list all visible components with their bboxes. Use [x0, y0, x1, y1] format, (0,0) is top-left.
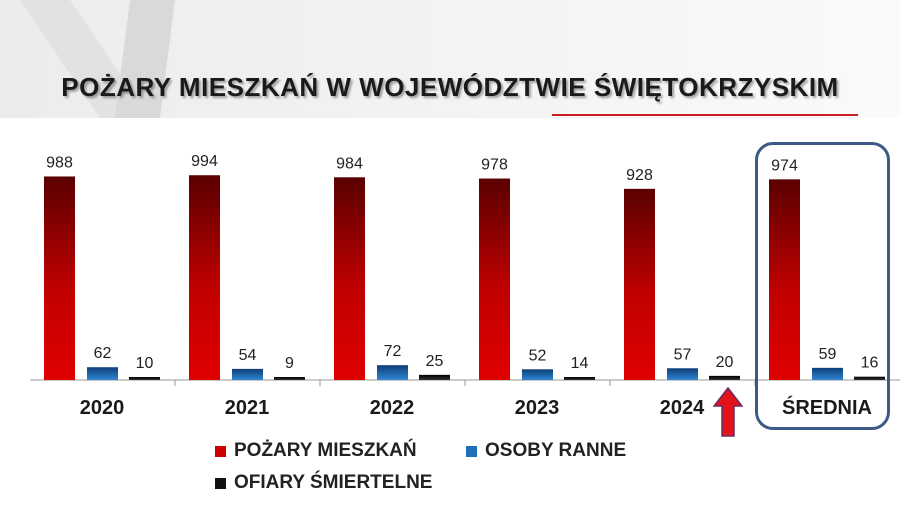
data-label-ranne-1: 54: [239, 347, 257, 364]
bar-ranne-3: [522, 369, 553, 380]
data-label-ofiary-5: 16: [861, 355, 879, 372]
data-label-ranne-0: 62: [94, 345, 112, 362]
bar-pozary-4: [624, 188, 655, 380]
bar-ranne-0: [87, 367, 118, 380]
category-label-5: ŚREDNIA: [782, 395, 872, 419]
legend-swatch-blue: [466, 445, 477, 457]
data-label-pozary-2: 984: [336, 155, 363, 172]
title-underline: [552, 114, 858, 116]
data-label-ofiary-0: 10: [136, 355, 154, 372]
category-label-4: 2024: [660, 397, 705, 419]
bar-ranne-5: [812, 367, 843, 380]
header-band: [0, 0, 900, 118]
bar-pozary-2: [334, 177, 365, 380]
bar-ofiary-4: [709, 375, 740, 380]
data-label-ofiary-1: 9: [285, 355, 294, 372]
category-label-1: 2021: [225, 397, 270, 419]
bar-pozary-3: [479, 178, 510, 380]
data-label-pozary-4: 928: [626, 167, 653, 184]
data-label-pozary-0: 988: [46, 154, 73, 171]
data-label-ranne-5: 59: [819, 346, 837, 363]
legend-label: OSOBY RANNE: [485, 440, 627, 461]
data-label-ofiary-4: 20: [716, 354, 734, 371]
up-arrow-icon: [713, 386, 743, 437]
legend-label: POŻARY MIESZKAŃ: [234, 440, 417, 461]
legend-item-ranne: OSOBY RANNE: [466, 440, 626, 462]
data-label-ranne-4: 57: [674, 346, 692, 363]
data-label-ranne-2: 72: [384, 343, 402, 360]
bar-ranne-1: [232, 368, 263, 380]
average-highlight-box: [755, 142, 890, 430]
data-label-pozary-5: 974: [771, 157, 798, 174]
page-title: POŻARY MIESZKAŃ W WOJEWÓDZTWIE ŚWIĘTOKRZ…: [61, 72, 839, 102]
bar-ranne-4: [667, 368, 698, 380]
data-label-ranne-3: 52: [529, 347, 547, 364]
bar-ofiary-1: [274, 377, 305, 380]
category-label-0: 2020: [80, 397, 125, 419]
legend-label: OFIARY ŚMIERTELNE: [234, 472, 433, 493]
bar-ofiary-3: [564, 377, 595, 380]
legend-item-ofiary: OFIARY ŚMIERTELNE: [215, 472, 432, 494]
category-label-3: 2023: [515, 397, 560, 419]
legend-item-pozary: POŻARY MIESZKAŃ: [215, 440, 417, 462]
legend-swatch-black: [215, 477, 226, 489]
bar-pozary-5: [769, 179, 800, 380]
data-label-ofiary-3: 14: [571, 355, 589, 372]
data-label-ofiary-2: 25: [426, 353, 444, 370]
data-label-pozary-3: 978: [481, 157, 508, 174]
category-label-2: 2022: [370, 397, 415, 419]
legend-swatch-red: [215, 445, 226, 457]
data-label-pozary-1: 994: [191, 153, 218, 170]
bar-ofiary-5: [854, 376, 885, 380]
bar-ranne-2: [377, 365, 408, 380]
bar-pozary-1: [189, 175, 220, 380]
bar-pozary-0: [44, 176, 75, 380]
bar-ofiary-2: [419, 374, 450, 380]
bar-ofiary-0: [129, 377, 160, 380]
header-decoration: [20, 0, 175, 118]
